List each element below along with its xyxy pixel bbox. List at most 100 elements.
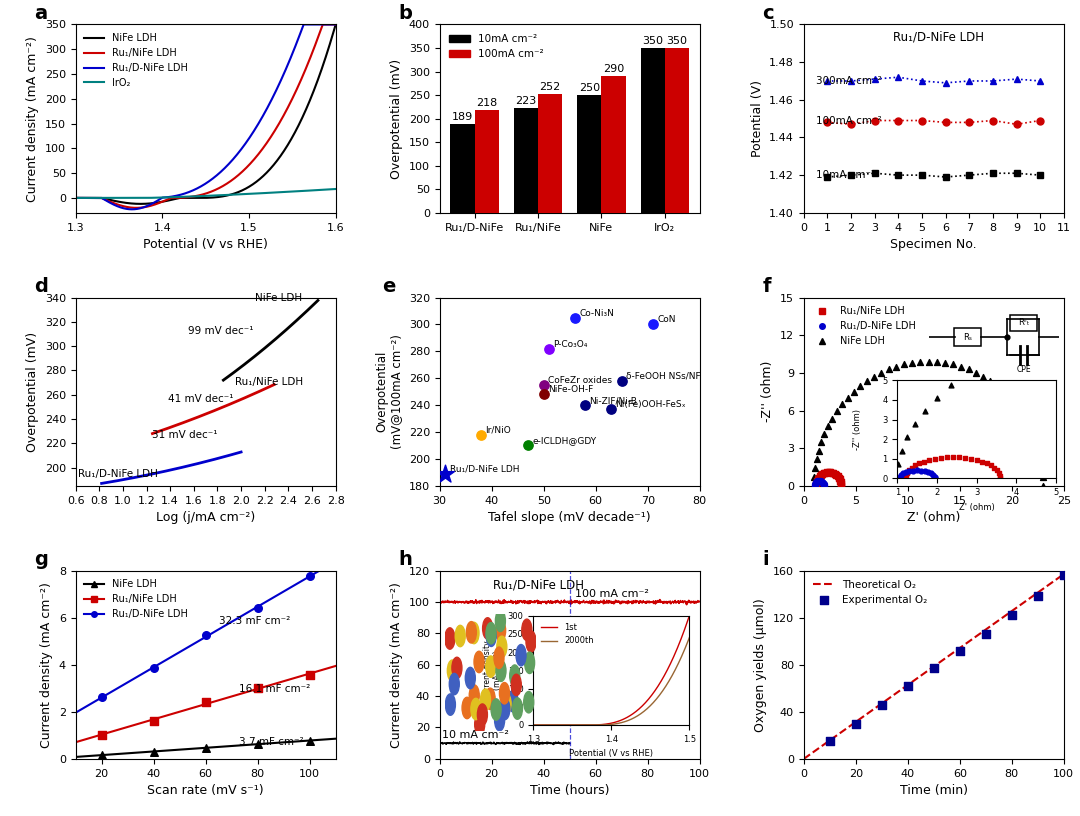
Point: [815, 478, 833, 491]
Point: [145, 662, 162, 675]
Point: [807, 476, 824, 489]
Point: [815, 477, 833, 490]
Point: [807, 477, 824, 490]
Line: Theoretical O₂: Theoretical O₂: [804, 574, 1064, 759]
Point: [93, 729, 110, 742]
Point: [93, 748, 110, 761]
Point: [808, 453, 825, 466]
Text: CoFeZr oxides: CoFeZr oxides: [548, 376, 612, 385]
X-axis label: Potential (V vs RHE): Potential (V vs RHE): [144, 238, 268, 251]
Point: [1012, 405, 1029, 418]
Point: [1016, 412, 1034, 425]
Point: [960, 363, 977, 376]
Y-axis label: Overpotential (mV): Overpotential (mV): [390, 59, 403, 179]
Point: [822, 466, 839, 479]
Point: [812, 474, 829, 487]
Point: [809, 472, 826, 486]
Text: a: a: [33, 4, 48, 23]
Y-axis label: Potential (V): Potential (V): [751, 80, 764, 157]
Point: [811, 474, 828, 487]
Bar: [538, 94, 562, 213]
Point: [811, 470, 828, 483]
Y-axis label: Overpotential (mV): Overpotential (mV): [26, 331, 39, 452]
Experimental O₂: [847, 717, 864, 730]
Point: [535, 379, 552, 392]
Experimental O₂: [951, 644, 969, 657]
Point: [815, 467, 833, 480]
Text: Ru₁/NiFe LDH: Ru₁/NiFe LDH: [235, 377, 303, 387]
Point: [912, 355, 929, 368]
Text: 350: 350: [666, 36, 687, 47]
Point: [645, 318, 662, 331]
Theoretical O₂: [1057, 570, 1070, 579]
Point: [809, 474, 826, 487]
Text: 100 mA cm⁻²: 100 mA cm⁻²: [575, 589, 649, 599]
Point: [809, 475, 826, 488]
Point: [813, 476, 831, 489]
Point: [968, 366, 985, 379]
X-axis label: Log (j/mA cm⁻²): Log (j/mA cm⁻²): [156, 511, 255, 524]
Experimental O₂: [977, 628, 995, 641]
Y-axis label: Current density (mA cm⁻²): Current density (mA cm⁻²): [26, 36, 39, 202]
Point: [1031, 453, 1049, 466]
Text: c: c: [762, 4, 773, 23]
X-axis label: Time (hours): Time (hours): [530, 784, 609, 797]
Point: [827, 468, 845, 481]
Y-axis label: Current density (mA cm⁻²): Current density (mA cm⁻²): [390, 582, 403, 747]
Point: [820, 466, 837, 479]
Point: [519, 439, 537, 452]
Bar: [578, 95, 602, 213]
Text: δ-FeOOH NSs/NF: δ-FeOOH NSs/NF: [626, 372, 701, 381]
Theoretical O₂: [866, 705, 879, 715]
Point: [603, 402, 620, 415]
Point: [806, 471, 823, 484]
Point: [577, 398, 594, 411]
Text: 41 mV dec⁻¹: 41 mV dec⁻¹: [167, 394, 233, 404]
Point: [807, 462, 824, 475]
Point: [613, 375, 631, 388]
X-axis label: Scan rate (mV s⁻¹): Scan rate (mV s⁻¹): [147, 784, 264, 797]
Point: [473, 428, 490, 441]
Y-axis label: Current density (mA cm⁻²): Current density (mA cm⁻²): [40, 582, 53, 747]
Point: [824, 412, 841, 425]
Text: b: b: [399, 4, 411, 23]
Text: g: g: [33, 550, 48, 569]
Point: [815, 479, 833, 492]
Point: [828, 470, 846, 483]
Point: [1001, 392, 1018, 405]
Bar: [665, 48, 689, 213]
Text: Ir/NiO: Ir/NiO: [485, 426, 511, 435]
Text: e-ICLDH@GDY: e-ICLDH@GDY: [532, 437, 596, 446]
Text: 16.1 mF cm⁻²: 16.1 mF cm⁻²: [240, 684, 311, 694]
Text: 31 mV dec⁻¹: 31 mV dec⁻¹: [152, 431, 218, 441]
Point: [806, 479, 823, 492]
Point: [833, 477, 850, 490]
Point: [566, 311, 583, 324]
Experimental O₂: [1029, 590, 1047, 603]
Point: [535, 388, 552, 401]
Point: [197, 629, 214, 642]
Point: [936, 357, 954, 370]
Text: 99 mV dec⁻¹: 99 mV dec⁻¹: [188, 326, 254, 336]
Point: [829, 471, 847, 484]
Point: [859, 375, 876, 388]
Text: 223: 223: [515, 96, 537, 106]
Point: [814, 468, 832, 481]
Experimental O₂: [1003, 609, 1021, 622]
Point: [820, 419, 837, 432]
Theoretical O₂: [797, 754, 810, 764]
Text: Ru₁/D-NiFe LDH: Ru₁/D-NiFe LDH: [492, 578, 584, 591]
Text: 10mA cm⁻²: 10mA cm⁻²: [815, 170, 875, 180]
Point: [975, 370, 993, 384]
Point: [953, 360, 970, 373]
Point: [895, 358, 913, 371]
Text: 3.7 mF cm⁻²: 3.7 mF cm⁻²: [240, 737, 305, 747]
Text: Ru₁/D-NiFe LDH: Ru₁/D-NiFe LDH: [78, 469, 158, 479]
Text: 250: 250: [579, 83, 599, 93]
Point: [808, 479, 825, 492]
Experimental O₂: [926, 662, 943, 675]
Point: [834, 398, 851, 411]
Legend: Ru₁/NiFe LDH, Ru₁/D-NiFe LDH, NiFe LDH: Ru₁/NiFe LDH, Ru₁/D-NiFe LDH, NiFe LDH: [809, 303, 919, 350]
X-axis label: Tafel slope (mV decade⁻¹): Tafel slope (mV decade⁻¹): [488, 511, 651, 524]
Point: [806, 479, 823, 492]
